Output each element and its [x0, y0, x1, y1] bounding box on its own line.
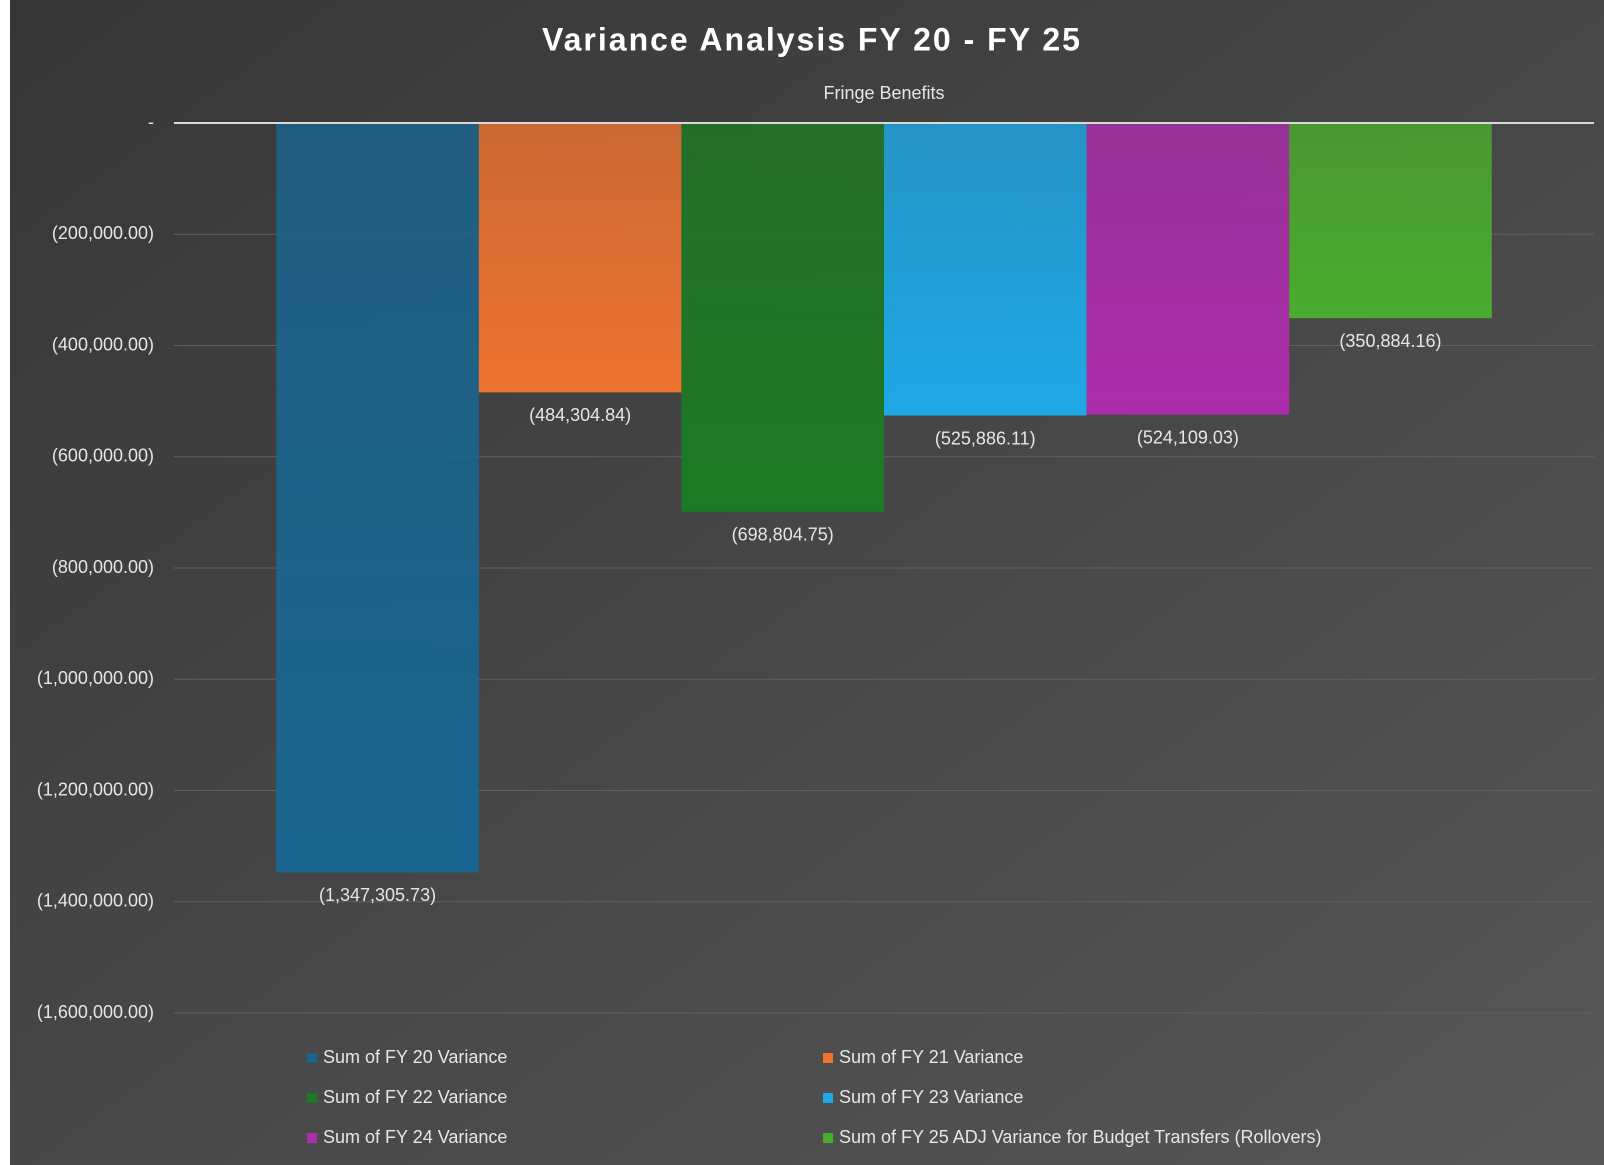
legend-swatch — [823, 1053, 833, 1063]
y-tick-label: (1,600,000.00) — [37, 1002, 154, 1022]
legend-swatch — [823, 1133, 833, 1143]
legend-label: Sum of FY 24 Variance — [323, 1127, 507, 1147]
legend-swatch — [307, 1093, 317, 1103]
data-label: (484,304.84) — [529, 405, 631, 425]
legend-label: Sum of FY 21 Variance — [839, 1047, 1023, 1067]
y-tick-label: (600,000.00) — [52, 446, 154, 466]
data-label: (350,884.16) — [1339, 331, 1441, 351]
y-tick-label: - — [148, 112, 154, 132]
data-label: (698,804.75) — [732, 524, 834, 544]
legend-label: Sum of FY 23 Variance — [839, 1087, 1023, 1107]
y-tick-label: (1,000,000.00) — [37, 668, 154, 688]
legend-label: Sum of FY 25 ADJ Variance for Budget Tra… — [839, 1127, 1322, 1147]
bar — [1289, 123, 1492, 319]
y-tick-label: (1,400,000.00) — [37, 891, 154, 911]
legend-swatch — [307, 1053, 317, 1063]
x-tick-label: Fringe Benefits — [823, 83, 944, 103]
y-tick-label: (400,000.00) — [52, 334, 154, 354]
legend-label: Sum of FY 20 Variance — [323, 1047, 507, 1067]
y-tick-label: (800,000.00) — [52, 557, 154, 577]
bar — [478, 123, 682, 393]
bar — [276, 123, 479, 873]
data-label: (525,886.11) — [935, 428, 1036, 448]
data-label: (524,109.03) — [1137, 427, 1239, 447]
legend-label: Sum of FY 22 Variance — [323, 1087, 507, 1107]
bar — [884, 123, 1087, 416]
legend-swatch — [823, 1093, 833, 1103]
y-tick-label: (1,200,000.00) — [37, 779, 154, 799]
y-tick-label: (200,000.00) — [52, 223, 154, 243]
data-label: (1,347,305.73) — [319, 885, 436, 905]
bar — [681, 123, 884, 512]
legend-swatch — [307, 1133, 317, 1143]
chart-title: Variance Analysis FY 20 - FY 25 — [542, 21, 1082, 57]
bar — [1086, 123, 1290, 415]
